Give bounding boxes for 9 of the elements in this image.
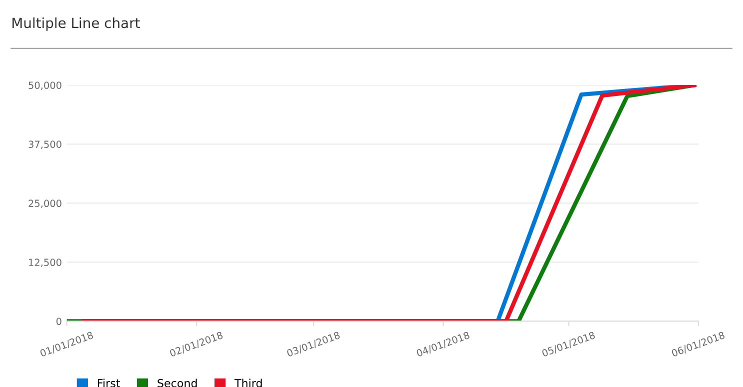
y-tick-label: 50,000	[28, 82, 62, 90]
y-tick-label: 12,500	[29, 258, 62, 268]
y-tick-label: 0	[56, 318, 62, 326]
y-tick-label: 25,000	[28, 200, 62, 208]
legend-label: Second	[158, 378, 197, 387]
legend-label: Third	[234, 378, 262, 387]
chart-title: Multiple Line chart	[12, 17, 140, 31]
legend-label: First	[98, 378, 120, 387]
y-tick-label: 37,500	[28, 140, 62, 149]
